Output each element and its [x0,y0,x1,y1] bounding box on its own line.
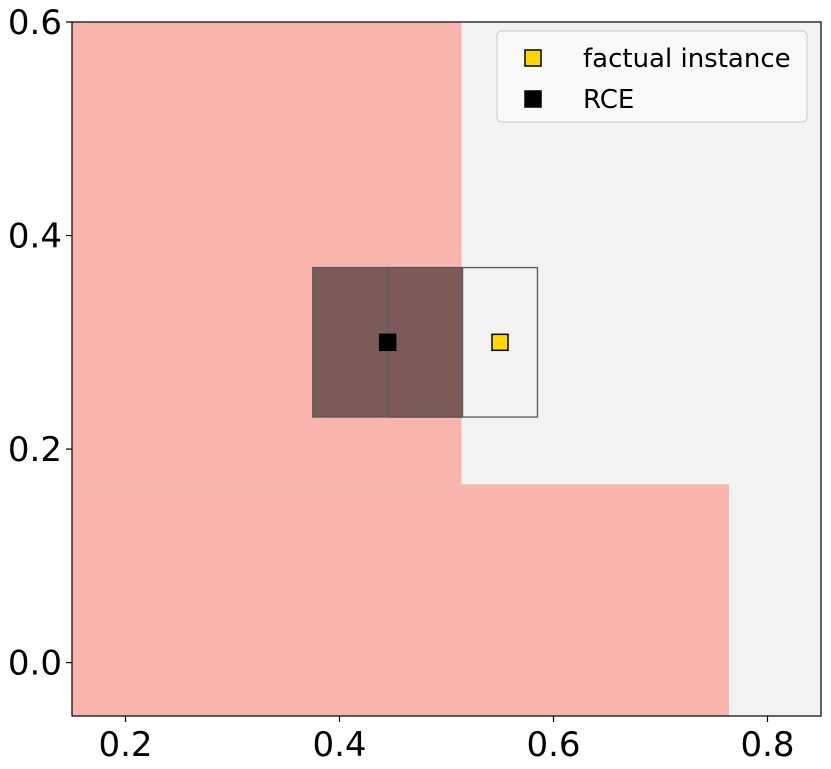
legend-frame [496,30,808,123]
x-axis: 0.2 0.4 0.6 0.8 [98,716,795,765]
plot-frame [71,21,822,717]
x-tick-label: 0.2 [98,725,152,765]
decision-region-1 [72,484,729,716]
x-tick-label: 0.8 [740,725,794,765]
rce-point-0 [378,333,397,352]
y-tick-label: 0.2 [8,430,62,470]
legend-marker-factual-instance [524,49,542,67]
factual-instance-point-0 [491,333,509,352]
y-axis: 0.0 0.2 0.4 0.6 [8,3,72,684]
y-tick-label: 0.6 [8,3,62,43]
x-tick-label: 0.4 [312,725,366,765]
legend: factual instance RCE [496,30,808,123]
legend-label: RCE [583,85,634,115]
y-tick-label: 0.4 [8,217,62,257]
x-tick-label: 0.6 [526,725,580,765]
legend-marker-rce [524,90,542,108]
legend-label: factual instance [583,44,791,74]
y-tick-label: 0.0 [8,644,62,684]
decision-regions [72,22,729,716]
data-points [378,333,509,352]
plot-area [71,21,822,717]
